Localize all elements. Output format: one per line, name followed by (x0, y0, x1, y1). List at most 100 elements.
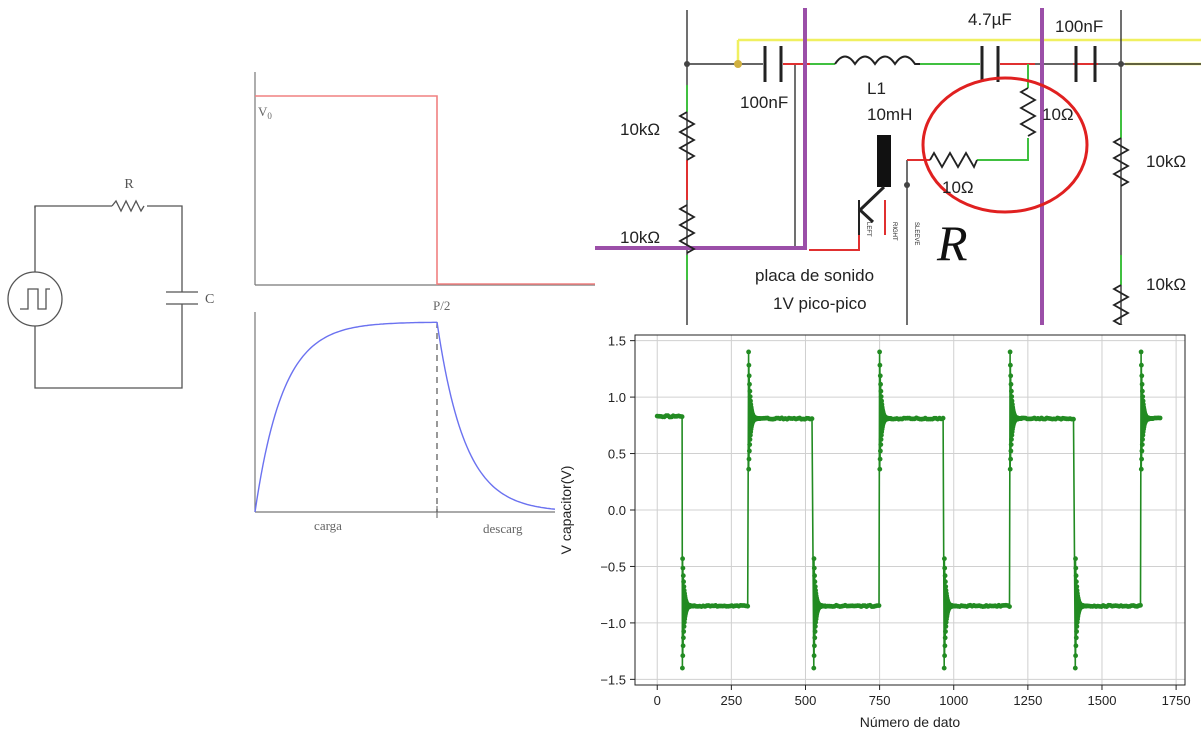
data-point (1140, 449, 1145, 454)
data-point (877, 603, 882, 608)
x-tick-label: 1750 (1162, 693, 1191, 708)
capacitor-4-7uf (982, 46, 998, 82)
data-point (681, 643, 686, 648)
label-sound-card-line1: placa de sonido (755, 266, 874, 285)
data-point (812, 653, 817, 658)
data-point (748, 394, 753, 399)
data-point (681, 566, 686, 571)
data-point (1074, 579, 1079, 584)
data-point (681, 579, 686, 584)
data-point (747, 373, 752, 378)
data-point (745, 604, 750, 609)
data-point (1074, 635, 1079, 640)
data-point (1008, 373, 1013, 378)
data-point (1139, 467, 1144, 472)
y-tick-label: 1.5 (608, 334, 626, 349)
jack-pin-right: RIGHT (891, 222, 897, 241)
square-wave-symbol (20, 289, 50, 309)
y-tick-label: 1.0 (608, 390, 626, 405)
data-point (1139, 373, 1144, 378)
x-tick-label: 1500 (1088, 693, 1117, 708)
label-cap-mid: 4.7µF (968, 10, 1012, 29)
charge-label: carga (314, 518, 342, 533)
data-point (878, 449, 883, 454)
data-point (747, 449, 752, 454)
data-point (812, 566, 817, 571)
data-point (680, 653, 685, 658)
label-big-r: R (936, 215, 968, 271)
label-res-left-top: 10kΩ (620, 120, 660, 139)
data-point (746, 350, 751, 355)
data-point (942, 566, 947, 571)
junction-dot (1118, 61, 1124, 67)
data-point (878, 382, 883, 387)
data-point (878, 457, 883, 462)
capacitor-100nf-left (765, 46, 781, 82)
y-tick-label: −1.5 (600, 672, 626, 687)
data-point (811, 666, 816, 671)
data-point (1008, 467, 1013, 472)
resistor-left-bottom (680, 205, 694, 253)
label-cap-right: 100nF (1055, 17, 1103, 36)
data-point (812, 556, 817, 561)
data-point (680, 666, 685, 671)
data-point (943, 579, 948, 584)
data-point (813, 629, 818, 634)
junction-dot (904, 182, 910, 188)
x-tick-label: 250 (721, 693, 743, 708)
x-tick-label: 0 (654, 693, 661, 708)
y-tick-label: 0.5 (608, 447, 626, 462)
rc-wire-top (35, 206, 112, 208)
data-point (1008, 363, 1013, 368)
data-point (877, 467, 882, 472)
resistor-right-top (1114, 138, 1128, 186)
charge-discharge-curve (255, 322, 589, 512)
chart-y-axis-label: V capacitor(V) (558, 466, 574, 555)
data-point (747, 457, 752, 462)
data-point (942, 666, 947, 671)
data-point (878, 442, 883, 447)
data-point (681, 629, 686, 634)
data-point (1009, 394, 1014, 399)
data-point (810, 416, 815, 421)
jack-pin-sleeve: SLEEVE (913, 222, 919, 245)
label-res-circle-horizontal: 10Ω (942, 178, 974, 197)
data-point (1007, 604, 1012, 609)
x-tick-label: 1000 (939, 693, 968, 708)
data-point (1138, 603, 1143, 608)
label-res-circle-vertical: 10Ω (1042, 105, 1074, 124)
data-point (878, 363, 883, 368)
v0-label: V0 (258, 104, 272, 121)
data-point (747, 382, 752, 387)
junction-dot (734, 60, 742, 68)
data-point (1009, 382, 1014, 387)
data-point (1073, 666, 1078, 671)
data-point (1074, 629, 1079, 634)
data-point (1140, 442, 1145, 447)
resistor-circle-vertical (1021, 88, 1035, 136)
x-tick-label: 1250 (1013, 693, 1042, 708)
data-point (1140, 389, 1145, 394)
rc-wire-top-right (147, 206, 182, 292)
capacitor-voltage-chart: 0 250 500 750 1000 1250 1500 1750 −1.5 −1.0 −0.5 0.… (555, 325, 1201, 734)
rc-circuit-diagram: R C (0, 160, 220, 400)
data-point (1158, 416, 1163, 421)
data-point (1139, 350, 1144, 355)
data-point (681, 573, 686, 578)
data-point (1073, 653, 1078, 658)
label-sound-card-line2: 1V pico-pico (773, 294, 867, 313)
sound-card-rlc-schematic: LEFT RIGHT SLEEVE 100nF L1 10mH 4.7µF 10… (595, 0, 1201, 332)
data-point (942, 556, 947, 561)
data-point (1073, 556, 1078, 561)
label-inductor-value: 10mH (867, 105, 912, 124)
data-point (681, 635, 686, 640)
square-input-trace (255, 96, 595, 285)
y-tick-label: 0.0 (608, 503, 626, 518)
label-res-right-bottom: 10kΩ (1146, 275, 1186, 294)
data-point (942, 653, 947, 658)
data-point (879, 389, 884, 394)
yellow-rail (738, 40, 1201, 64)
charge-discharge-plots: V0 P/2 carga descarg (240, 60, 595, 540)
data-point (1074, 643, 1079, 648)
rc-capacitor-label: C (205, 292, 214, 307)
